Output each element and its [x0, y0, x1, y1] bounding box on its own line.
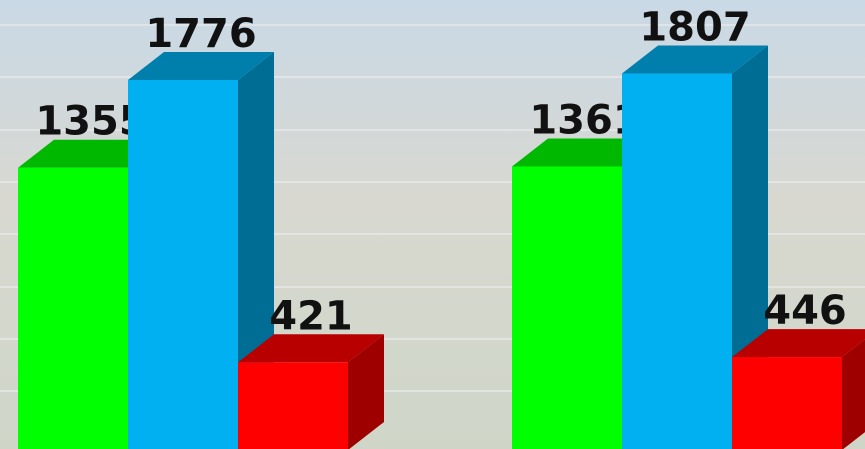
bar-front	[512, 166, 622, 449]
value-label: 1776	[145, 11, 256, 57]
bar-front	[18, 168, 128, 449]
value-label: 446	[763, 288, 847, 334]
value-label: 1807	[639, 5, 750, 51]
bar-front	[238, 362, 348, 449]
page: 1355177642113611807446 (() => { const da…	[0, 0, 865, 449]
chart: 1355177642113611807446	[0, 0, 865, 449]
bar	[732, 329, 865, 449]
bar-front	[732, 357, 842, 449]
bar-front	[128, 80, 238, 449]
bar	[238, 334, 384, 449]
value-label: 421	[269, 293, 353, 339]
bar-front	[622, 74, 732, 449]
